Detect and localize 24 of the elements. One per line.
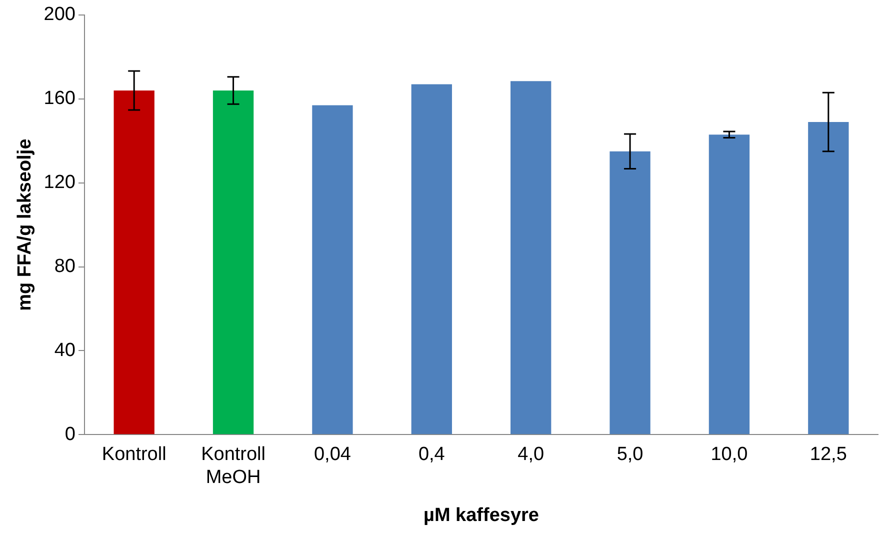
bar — [510, 81, 552, 434]
x-tick-label: 4,0 — [518, 444, 544, 466]
y-axis-title: mg FFA/g lakseolje — [14, 138, 36, 311]
x-tick-label: 10,0 — [710, 444, 748, 466]
x-tick-label: Kontroll MeOH — [201, 444, 266, 488]
bar — [808, 122, 849, 434]
x-tick-label: 12,5 — [810, 444, 847, 466]
x-tick-label: Kontroll — [102, 444, 166, 466]
y-tick-label: 200 — [44, 4, 76, 26]
x-axis-title: µM kaffesyre — [423, 504, 540, 526]
y-tick-label: 0 — [64, 424, 76, 445]
y-tick-label: 80 — [54, 256, 76, 277]
x-tick-label: 5,0 — [616, 444, 644, 466]
bar — [411, 84, 452, 434]
y-tick-label: 40 — [54, 340, 76, 361]
bar — [212, 90, 254, 434]
bar — [610, 151, 650, 434]
x-tick-label: 0,4 — [418, 444, 446, 466]
y-tick-label: 120 — [44, 172, 76, 194]
bar — [312, 105, 353, 434]
y-tick-label: 160 — [44, 88, 76, 110]
bar — [708, 134, 750, 434]
x-tick-label: 0,04 — [314, 444, 352, 466]
bar — [114, 90, 154, 434]
